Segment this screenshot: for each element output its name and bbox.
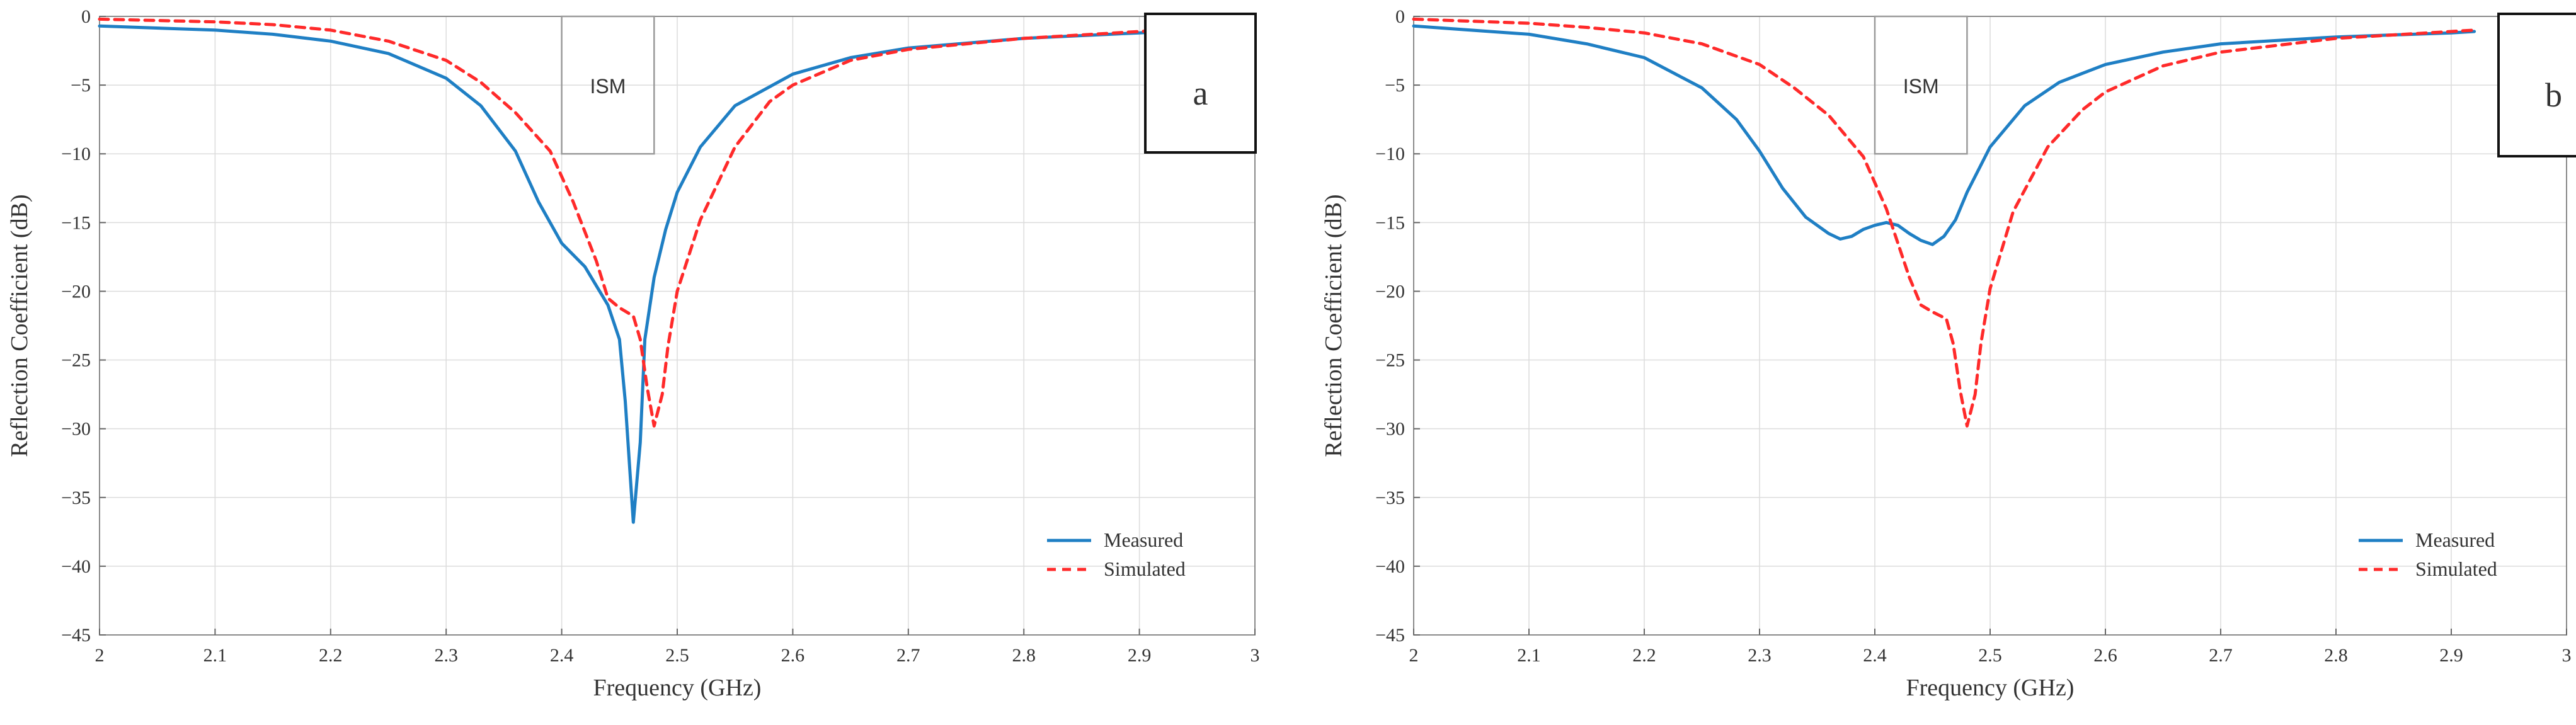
panel-b-y-tick-label: −35 [1375, 488, 1405, 508]
panel-a-x-tick-label: 2.9 [1128, 645, 1152, 666]
panel-a-x-tick-label: 2 [95, 645, 105, 666]
panel-a-x-tick-label: 2.3 [434, 645, 458, 666]
panel-b-x-tick-label: 2.6 [2093, 645, 2117, 666]
panel-b-x-tick-label: 2.2 [1632, 645, 1656, 666]
panel-b-y-tick-label: −45 [1375, 625, 1405, 646]
panel-b-x-tick-label: 2.7 [2209, 645, 2233, 666]
panel-b-y-tick-label: −10 [1375, 144, 1405, 164]
panel-b-x-tick-label: 2.9 [2439, 645, 2463, 666]
panel-a-x-tick-label: 2.2 [319, 645, 343, 666]
panel-b-y-tick-label: −15 [1375, 212, 1405, 233]
panel-a-x-axis-title: Frequency (GHz) [593, 675, 762, 701]
panel-b-x-tick-label: 2.5 [1978, 645, 2002, 666]
panel-a-x-tick-label: 2.5 [665, 645, 689, 666]
panel-a-panel-label: a [1193, 74, 1208, 112]
panel-a-y-tick-label: −5 [71, 75, 91, 96]
panel-a-x-tick-label: 2.7 [896, 645, 920, 666]
panel-b-y-tick-label: −20 [1375, 281, 1405, 302]
panel-a-x-tick-label: 2.4 [550, 645, 574, 666]
panel-a-series-measured-line [98, 24, 1164, 524]
panel-a-x-tick-label: 2.6 [781, 645, 805, 666]
panel-a-y-tick-label: −35 [61, 488, 91, 508]
panel-b-legend-label-measured: Measured [2415, 528, 2495, 551]
panel-a-x-tick-label: 2.1 [203, 645, 227, 666]
panel-a-series-simulated-line [98, 17, 1164, 428]
panel-b-ism-label: ISM [1903, 75, 1939, 98]
panel-b-panel-label: b [2545, 76, 2562, 114]
panel-b-series-simulated-line [1412, 17, 2476, 428]
panel-a-y-tick-label: −30 [61, 419, 91, 440]
panel-a-y-axis-title: Reflection Coefficient (dB) [6, 194, 33, 457]
panel-b-x-tick-label: 2.1 [1517, 645, 1541, 666]
panel-b-y-axis-title: Reflection Coefficient (dB) [1320, 194, 1347, 457]
panel-b-y-tick-label: −25 [1375, 350, 1405, 371]
panel-a-y-tick-label: 0 [81, 6, 91, 27]
panel-a-legend-label-measured: Measured [1104, 528, 1183, 551]
panel-a-ism-band-box [561, 15, 655, 155]
panel-b-x-tick-label: 3 [2562, 645, 2572, 666]
panel-b-y-tick-label: −30 [1375, 419, 1405, 440]
panel-b-y-tick-label: −40 [1375, 556, 1405, 577]
panel-a-y-tick-label: −40 [61, 556, 91, 577]
panel-b-y-tick-label: −5 [1385, 75, 1405, 96]
panel-a-y-tick-label: −15 [61, 212, 91, 233]
panel-b-ism-band-box [1874, 15, 1968, 155]
panel-a-ism-label: ISM [590, 75, 626, 98]
panel-b-y-tick-label: 0 [1395, 6, 1405, 27]
panel-a-y-tick-label: −20 [61, 281, 91, 302]
panel-a-x-tick-label: 2.8 [1012, 645, 1036, 666]
panel-b-x-tick-label: 2.8 [2324, 645, 2348, 666]
panel-b-series-measured-line [1412, 24, 2476, 246]
panel-a-y-tick-label: −25 [61, 350, 91, 371]
panel-b-x-tick-label: 2.3 [1748, 645, 1772, 666]
panel-b-x-axis-title: Frequency (GHz) [1906, 675, 2075, 701]
panel-a-x-tick-label: 3 [1251, 645, 1260, 666]
panel-b-panel-label-box [2497, 13, 2576, 157]
panel-a-panel-label-box [1144, 13, 1257, 154]
panel-b-x-tick-label: 2.4 [1863, 645, 1887, 666]
panel-b-x-tick-label: 2 [1409, 645, 1419, 666]
panel-a-legend-label-simulated: Simulated [1104, 557, 1186, 580]
panel-b-legend-label-simulated: Simulated [2415, 557, 2497, 580]
panel-a-y-tick-label: −10 [61, 144, 91, 164]
panel-a-y-tick-label: −45 [61, 625, 91, 646]
